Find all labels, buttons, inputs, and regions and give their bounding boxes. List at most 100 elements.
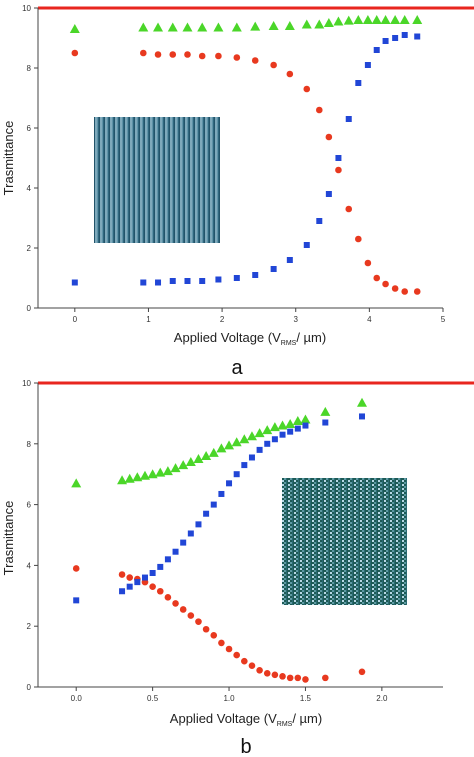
panel-a-square-marker xyxy=(382,38,389,44)
panel-b-circle-marker xyxy=(118,571,126,578)
panel-a-square-marker xyxy=(286,257,293,263)
panel-b-circle-marker xyxy=(172,600,179,607)
panel-b-triangle-marker xyxy=(300,414,311,424)
panel-a-circle-marker xyxy=(140,49,147,57)
panel-b-triangle-marker xyxy=(117,475,128,485)
panel-a-square-marker xyxy=(414,33,421,40)
panel-b-circle-marker xyxy=(218,639,225,647)
panel-a-circle-marker xyxy=(345,205,353,213)
panel-b-chart: 0.0 0.5 1.0 1.5 2.0 0 2 4 6 8 10 Applied Voltage … xyxy=(1,379,474,757)
panel-a-square-marker xyxy=(155,279,162,286)
panel-a-triangle-marker xyxy=(69,24,80,33)
panel-b-triangle-marker xyxy=(193,454,204,463)
panel-b-triangle-marker xyxy=(170,463,181,473)
panel-a-square-marker xyxy=(401,32,408,38)
panel-b-square-marker xyxy=(180,539,187,546)
panel-a-triangle-marker xyxy=(138,22,149,32)
panel-b-triangle-marker xyxy=(262,425,273,435)
panel-b-triangle-marker xyxy=(208,447,219,457)
panel-a-x-tick-label: 4 xyxy=(367,315,372,324)
panel-b-x-tick-label: 0.0 xyxy=(71,694,83,703)
panel-b-circle-marker xyxy=(263,670,271,677)
panel-b-square-marker xyxy=(187,530,194,537)
panel-b-square-marker xyxy=(322,419,329,426)
panel-a-square-marker xyxy=(335,155,342,161)
panel-a-square-marker xyxy=(303,242,310,248)
panel-b-triangle-marker xyxy=(124,473,135,483)
panel-b-square-marker xyxy=(203,510,210,517)
panel-b-label: b xyxy=(240,736,251,757)
panel-b-y-tick-label: 8 xyxy=(27,440,32,449)
panel-b-square-marker xyxy=(164,556,171,563)
panel-b-circle-marker xyxy=(294,674,302,682)
panel-a-circle-marker xyxy=(233,54,241,61)
panel-b-triangle-marker xyxy=(185,457,196,467)
panel-a-x-tick-label: 0 xyxy=(73,315,78,324)
panel-a-x-ticks: 0 1 2 3 4 5 xyxy=(73,308,446,324)
panel-b-triangle-marker xyxy=(269,422,280,432)
panel-a-square-marker xyxy=(345,116,352,122)
panel-b-square-marker xyxy=(195,521,202,528)
panel-a-triangle-marker xyxy=(333,16,344,26)
panel-a-square-marker xyxy=(392,35,399,41)
panel-a-circle-marker xyxy=(315,106,323,114)
panel-a-square-marker xyxy=(355,80,362,86)
panel-a-y-tick-label: 0 xyxy=(27,304,32,313)
panel-a-triangle-marker xyxy=(182,22,193,32)
inset-image-a xyxy=(94,117,220,243)
panel-b-circle-marker xyxy=(225,645,233,653)
panel-b-square-marker xyxy=(241,462,248,469)
panel-a-circle-marker xyxy=(198,52,206,60)
panel-b-square-marker xyxy=(172,548,179,555)
panel-a-y-axis-title: Trasmittance xyxy=(1,121,16,196)
panel-a-square-marker xyxy=(199,278,206,284)
panel-a-circle-marker xyxy=(303,85,311,93)
panel-b-triangle-marker xyxy=(162,466,173,476)
panel-a-circle-marker xyxy=(325,133,333,141)
panel-b-y-tick-label: 4 xyxy=(27,561,32,570)
panel-b-square-marker xyxy=(271,436,278,443)
panel-b-triangle-marker xyxy=(139,470,150,480)
panel-b-y-tick-label: 6 xyxy=(27,501,32,510)
panel-b-marks xyxy=(38,381,474,683)
panel-b-square-marker xyxy=(248,454,255,461)
panel-a-circle-marker xyxy=(184,51,191,58)
panel-a-circle-marker xyxy=(169,51,177,58)
panel-a-circle-marker xyxy=(215,52,222,60)
panel-b-triangle-marker xyxy=(357,397,367,407)
panel-b-square-marker xyxy=(218,490,225,497)
panel-b-x-tick-label: 1.5 xyxy=(300,694,312,703)
panel-a-triangle-marker xyxy=(323,18,334,27)
panel-a-triangle-marker xyxy=(390,15,401,24)
panel-b-circle-marker xyxy=(271,671,279,679)
panel-a-square-marker xyxy=(140,279,147,286)
panel-b-circle-marker xyxy=(156,587,164,595)
panel-a-x-tick-label: 1 xyxy=(146,315,151,324)
panel-a-triangle-marker xyxy=(343,15,354,25)
panel-a-circle-marker xyxy=(413,288,421,295)
panel-a-triangle-marker xyxy=(301,19,312,29)
panel-b-triangle-marker xyxy=(155,467,166,477)
panel-a-label: a xyxy=(231,357,243,379)
panel-b-circle-marker xyxy=(233,651,240,659)
panel-b-square-marker xyxy=(126,583,133,590)
panel-b-square-marker xyxy=(279,431,286,438)
panel-b-y-tick-label: 0 xyxy=(27,683,32,692)
panel-b-square-marker xyxy=(119,588,126,595)
panel-b-circle-marker xyxy=(72,565,80,572)
panel-b-square-marker xyxy=(226,480,233,487)
panel-b-circle-marker xyxy=(256,666,263,674)
panel-a-square-marker xyxy=(184,278,191,284)
panel-a-x-tick-label: 2 xyxy=(220,315,225,324)
panel-b-y-tick-label: 2 xyxy=(27,622,32,631)
panel-b-circle-marker xyxy=(187,612,195,619)
panel-b-circle-marker xyxy=(149,583,156,590)
panel-a-y-tick-label: 2 xyxy=(27,244,32,253)
panel-a-y-tick-label: 6 xyxy=(27,124,32,133)
panel-b-circle-marker xyxy=(164,594,172,601)
panel-b-triangle-marker xyxy=(239,434,250,444)
panel-b-square-marker xyxy=(302,422,309,429)
panel-b-circle-marker xyxy=(358,668,366,676)
panel-b-triangle-marker xyxy=(320,406,331,416)
panel-b-x-ticks: 0.0 0.5 1.0 1.5 2.0 xyxy=(71,687,388,703)
